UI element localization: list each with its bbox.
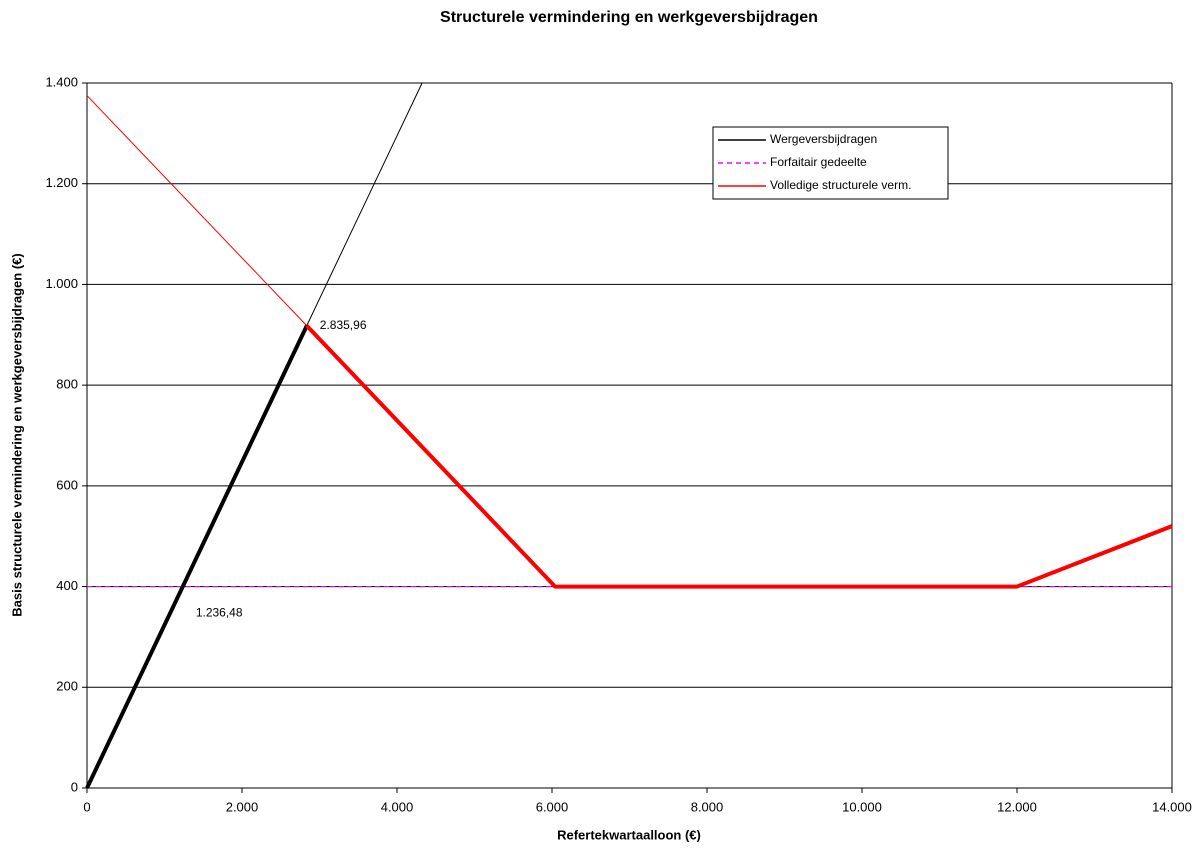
legend-label: Forfaitair gedeelte	[770, 155, 867, 169]
x-tick-label: 0	[83, 799, 90, 814]
x-tick-label: 10.000	[842, 799, 882, 814]
y-tick-label: 400	[56, 578, 78, 593]
x-tick-label: 12.000	[997, 799, 1037, 814]
legend-box	[712, 126, 949, 200]
y-tick-label: 200	[56, 679, 78, 694]
y-tick-label: 0	[71, 779, 78, 794]
legend-label: Volledige structurele verm.	[770, 178, 911, 192]
series-line	[86, 95, 1173, 588]
y-axis-title: Basis structurele vermindering en werkge…	[9, 253, 24, 616]
series-line	[305, 324, 1173, 589]
x-tick-label: 8.000	[691, 799, 724, 814]
x-tick-label: 2.000	[226, 799, 259, 814]
x-tick-label: 6.000	[536, 799, 569, 814]
x-tick-label: 4.000	[381, 799, 414, 814]
annotation: 2.835,96	[320, 318, 367, 332]
y-tick-label: 800	[56, 377, 78, 392]
y-tick-label: 600	[56, 477, 78, 492]
x-tick-label: 14.000	[1152, 799, 1192, 814]
annotation: 1.236,48	[196, 606, 243, 620]
chart-title: Structurele vermindering en werkgeversbi…	[440, 9, 818, 26]
y-tick-label: 1.000	[45, 276, 78, 291]
legend-label: Wergeversbijdragen	[770, 132, 877, 146]
y-tick-label: 1.200	[45, 175, 78, 190]
series-line	[85, 324, 309, 789]
y-tick-label: 1.400	[45, 74, 78, 89]
x-axis-title: Refertekwartaalloon (€)	[557, 827, 701, 842]
